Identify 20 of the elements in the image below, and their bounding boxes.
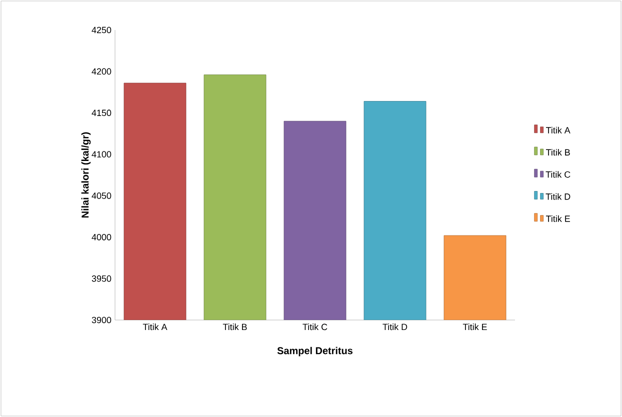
y-tick-label: 3950: [92, 275, 112, 282]
x-tick-label: Titik E: [462, 324, 487, 330]
x-tick-label: Titik D: [382, 324, 408, 330]
y-axis-title: Nilai kalori (kal/gr): [81, 132, 91, 218]
legend-label: Titik C: [546, 171, 570, 178]
y-tick-label: 4250: [92, 26, 112, 34]
y-tick-label: 3900: [92, 316, 112, 324]
x-tick-label: Titik A: [142, 324, 168, 330]
legend-label: Titik D: [546, 193, 570, 200]
y-tick-label: 4050: [92, 192, 112, 199]
y-tick-label: 4000: [92, 234, 112, 240]
x-axis-title: Sampel Detritus: [277, 346, 353, 356]
legend-label: Titik A: [546, 126, 570, 134]
legend-label: Titik E: [546, 215, 570, 222]
y-tick-label: 4100: [92, 151, 112, 158]
y-tick-label: 4200: [92, 68, 112, 75]
x-tick-label: Titik C: [302, 324, 328, 330]
x-tick-label: Titik B: [222, 324, 247, 330]
legend-label: Titik B: [546, 148, 570, 156]
y-tick-label: 4150: [92, 110, 112, 116]
